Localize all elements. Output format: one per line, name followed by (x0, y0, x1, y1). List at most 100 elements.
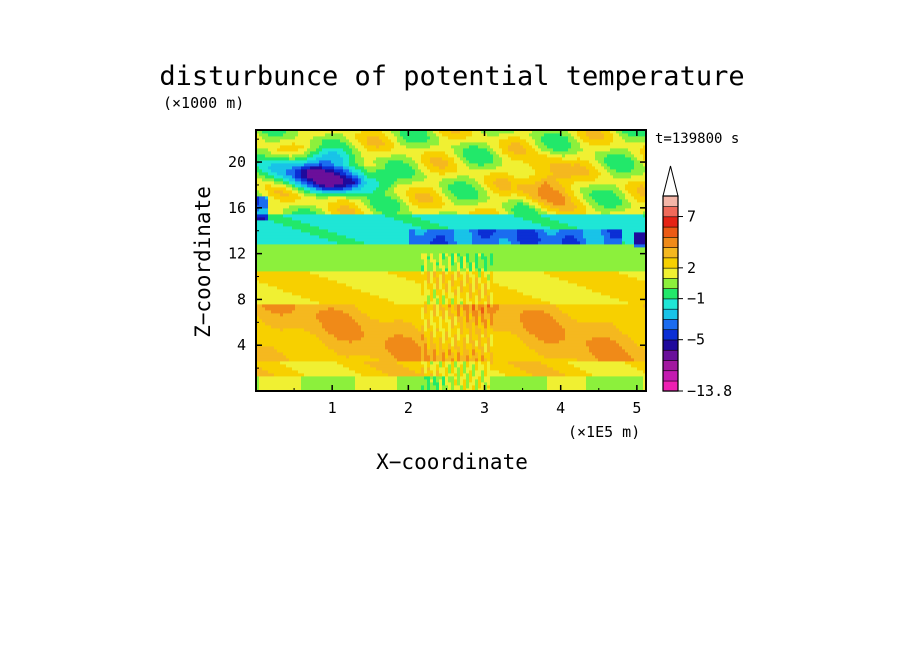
field-cell (331, 154, 335, 158)
field-cell (364, 370, 368, 374)
field-cell (331, 142, 335, 146)
field-cell (280, 313, 284, 317)
field-cell (334, 265, 338, 269)
field-cell (370, 310, 374, 314)
field-cell (304, 388, 308, 391)
field-cell (313, 319, 317, 323)
field-cell (394, 277, 398, 281)
field-cell (367, 220, 371, 224)
field-cell (322, 190, 326, 194)
field-cell (364, 304, 368, 308)
field-cell (331, 208, 335, 212)
field-cell (394, 139, 398, 143)
field-cell (283, 346, 287, 350)
field-cell (412, 373, 416, 377)
field-cell (301, 205, 305, 209)
field-cell (283, 355, 287, 359)
field-cell (289, 316, 293, 320)
field-cell (349, 142, 353, 146)
field-cell (280, 175, 284, 179)
field-cell (322, 379, 326, 383)
field-cell (322, 361, 326, 365)
field-cell (337, 166, 341, 170)
field-cell (361, 355, 365, 359)
field-cell (262, 334, 266, 338)
field-cell (379, 256, 383, 260)
field-cell (388, 229, 392, 233)
field-cell (379, 160, 383, 164)
field-cell (337, 148, 341, 152)
field-cell (394, 265, 398, 269)
field-cell (304, 361, 308, 365)
field-cell (283, 274, 287, 278)
field-cell (268, 241, 272, 245)
field-cell (328, 370, 332, 374)
field-cell (265, 130, 269, 134)
field-cell (403, 358, 407, 362)
field-cell (295, 334, 299, 338)
field-cell (340, 358, 344, 362)
field-cell (343, 388, 347, 391)
field-cell (421, 133, 425, 137)
field-cell (391, 367, 395, 371)
field-cell (391, 166, 395, 170)
field-cell (406, 196, 410, 200)
field-cell (325, 250, 329, 254)
field-cell (334, 253, 338, 257)
field-cell (421, 313, 425, 317)
field-cell (427, 283, 431, 287)
field-cell (358, 175, 362, 179)
field-cell (361, 343, 365, 347)
field-cell (304, 232, 308, 236)
field-cell (358, 154, 362, 158)
field-cell (259, 295, 263, 299)
field-cell (415, 136, 419, 140)
field-cell (295, 295, 299, 299)
field-cell (319, 235, 323, 239)
field-cell (313, 265, 317, 269)
field-cell (409, 247, 413, 251)
field-cell (286, 229, 290, 233)
field-cell (343, 277, 347, 281)
field-cell (283, 331, 287, 335)
field-cell (379, 163, 383, 167)
field-cell (415, 214, 419, 218)
field-cell (262, 256, 266, 260)
field-cell (277, 241, 281, 245)
field-cell (352, 157, 356, 161)
field-cell (367, 358, 371, 362)
field-cell (283, 361, 287, 365)
field-cell (340, 214, 344, 218)
field-cell (346, 193, 350, 197)
field-cell (403, 187, 407, 191)
field-cell (307, 199, 311, 203)
field-cell (349, 292, 353, 296)
field-cell (421, 367, 425, 371)
field-cell (412, 163, 416, 167)
field-cell (418, 202, 422, 206)
field-cell (271, 136, 275, 140)
field-cell (376, 364, 380, 368)
field-cell (265, 142, 269, 146)
field-cell (388, 271, 392, 275)
field-cell (418, 235, 422, 239)
field-cell (352, 367, 356, 371)
field-cell (337, 289, 341, 293)
field-cell (286, 163, 290, 167)
field-cell (397, 178, 401, 182)
field-cell (367, 172, 371, 176)
field-cell (355, 154, 359, 158)
field-cell (271, 256, 275, 260)
field-cell (277, 277, 281, 281)
field-cell (259, 355, 263, 359)
field-cell (400, 274, 404, 278)
field-cell (391, 265, 395, 269)
field-cell (364, 361, 368, 365)
field-cell (406, 178, 410, 182)
field-cell (337, 298, 341, 302)
field-cell (340, 346, 344, 350)
field-cell (412, 196, 416, 200)
field-cell (355, 349, 359, 353)
field-cell (319, 280, 323, 284)
field-cell (325, 271, 329, 275)
